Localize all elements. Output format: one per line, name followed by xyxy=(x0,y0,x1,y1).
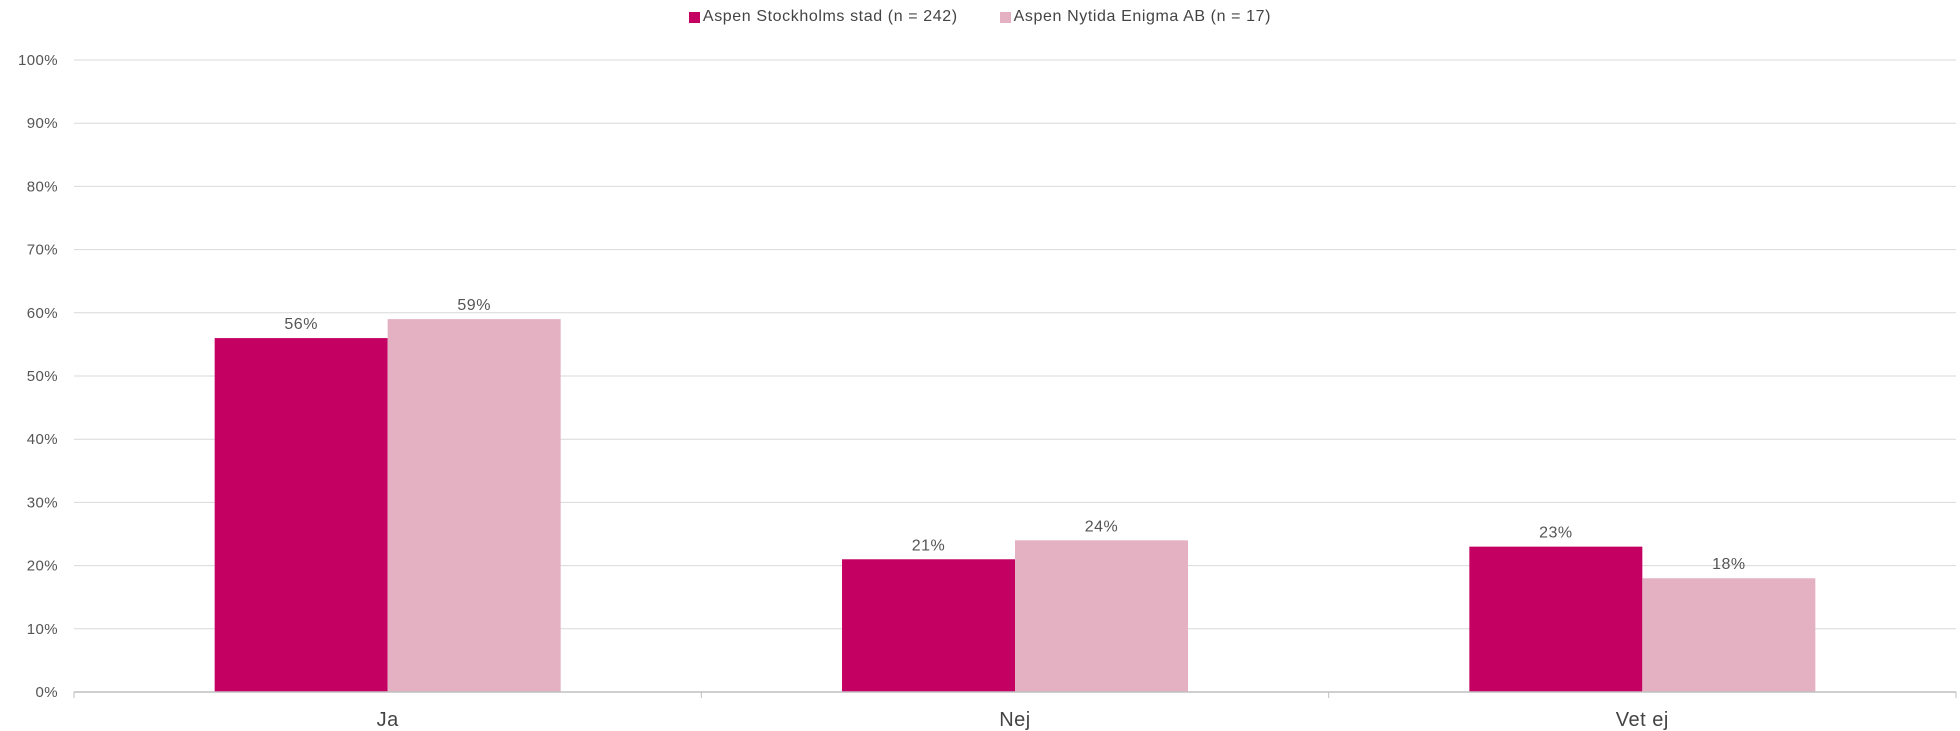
bar-series-1 xyxy=(842,559,1015,692)
bar-series-1 xyxy=(1469,546,1643,692)
legend-swatch-series-2 xyxy=(999,11,1011,23)
y-tick-label: 30% xyxy=(27,494,58,511)
y-tick-label: 40% xyxy=(27,431,58,448)
x-category-label: Ja xyxy=(377,709,400,731)
data-label: 56% xyxy=(284,316,318,333)
y-tick-label: 90% xyxy=(27,115,58,132)
legend-swatch-series-1 xyxy=(688,11,700,23)
y-tick-label: 20% xyxy=(27,558,58,575)
legend-item-series-1: Aspen Stockholms stad (n = 242) xyxy=(688,8,958,26)
legend-label-series-2: Aspen Nytida Enigma AB (n = 17) xyxy=(1013,8,1272,25)
y-tick-label: 60% xyxy=(27,305,58,322)
bar-series-2 xyxy=(1642,578,1816,692)
legend-item-series-2: Aspen Nytida Enigma AB (n = 17) xyxy=(999,8,1272,26)
x-category-label: Nej xyxy=(999,709,1031,731)
data-label: 18% xyxy=(1712,556,1746,573)
data-label: 21% xyxy=(912,537,946,554)
legend-label-series-1: Aspen Stockholms stad (n = 242) xyxy=(702,8,958,25)
y-tick-label: 80% xyxy=(27,178,58,195)
y-tick-label: 10% xyxy=(27,621,58,638)
y-tick-label: 0% xyxy=(36,684,58,701)
y-tick-label: 50% xyxy=(27,368,58,385)
bar-series-2 xyxy=(387,319,561,692)
x-category-label: Vet ej xyxy=(1616,709,1669,731)
data-label: 24% xyxy=(1085,518,1119,535)
y-tick-label: 100% xyxy=(18,52,58,69)
bar-series-2 xyxy=(1015,540,1188,692)
y-tick-label: 70% xyxy=(27,242,58,259)
data-label: 59% xyxy=(457,297,491,314)
data-label: 23% xyxy=(1539,525,1573,542)
bar-series-1 xyxy=(214,338,388,692)
legend: Aspen Stockholms stad (n = 242) Aspen Ny… xyxy=(0,8,1960,26)
